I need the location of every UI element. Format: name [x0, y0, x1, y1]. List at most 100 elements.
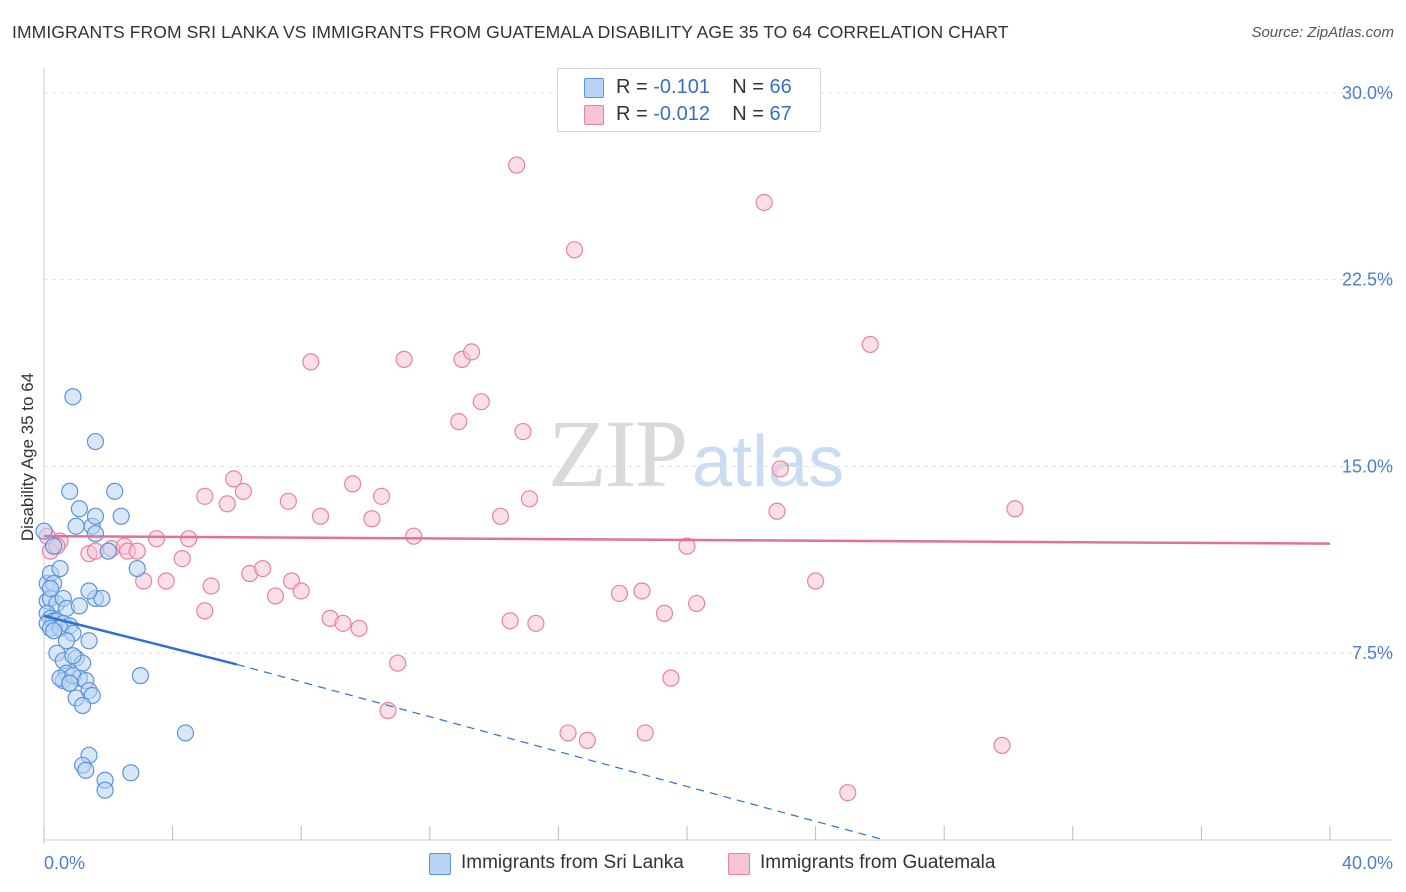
legend-n-value: 67 — [769, 103, 792, 125]
data-point — [688, 594, 706, 613]
data-point — [128, 542, 146, 560]
data-point — [234, 482, 252, 500]
data-point — [655, 604, 674, 622]
data-point — [508, 156, 526, 174]
data-point — [112, 507, 130, 525]
data-point — [45, 622, 63, 640]
y-tick-labels: 7.5% 15.0% 22.5% 30.0% — [1342, 83, 1393, 663]
data-point — [578, 731, 596, 749]
y-tick-label: 15.0% — [1342, 456, 1393, 476]
axes — [43, 68, 1392, 844]
bottom-legend-swatch-pink — [728, 853, 750, 875]
data-point — [372, 487, 391, 505]
trend-line-sri-lanka — [43, 614, 238, 666]
data-point — [565, 241, 584, 259]
data-point — [99, 542, 117, 560]
data-point — [64, 647, 82, 665]
data-point — [302, 353, 320, 371]
data-point — [225, 470, 243, 488]
legend-n-label: N = — [732, 103, 764, 125]
data-point — [279, 492, 297, 510]
bottom-legend-swatch-blue — [429, 853, 451, 875]
data-point — [176, 724, 195, 742]
series-guatemala-points — [38, 156, 1024, 802]
y-tick-label: 22.5% — [1342, 270, 1393, 290]
y-tick-label: 7.5% — [1352, 643, 1393, 663]
correlation-legend: R = -0.101 N = 66 R = -0.012 N = 67 — [557, 68, 821, 132]
data-point — [610, 584, 629, 603]
data-point — [51, 559, 69, 578]
chart-title: IMMIGRANTS FROM SRI LANKA VS IMMIGRANTS … — [12, 22, 1009, 42]
data-point — [395, 350, 413, 368]
data-point — [334, 614, 352, 632]
data-point — [96, 781, 114, 799]
legend-swatch-blue — [584, 78, 604, 98]
data-point — [520, 490, 539, 508]
data-point — [662, 669, 680, 687]
data-point — [202, 577, 220, 595]
data-point — [389, 654, 407, 672]
data-point — [806, 572, 825, 590]
legend-n-value: 66 — [769, 76, 792, 98]
data-point — [196, 602, 214, 620]
legend-r-label: R = — [616, 76, 648, 98]
data-point — [218, 495, 236, 513]
data-point — [527, 614, 545, 632]
data-point — [311, 507, 330, 525]
trend-line-guatemala — [43, 534, 1331, 545]
data-point — [771, 460, 789, 478]
data-point — [636, 724, 654, 742]
x-tick-label-max: 40.0% — [1342, 853, 1393, 873]
data-point — [70, 500, 88, 518]
data-point — [405, 527, 423, 545]
x-tick-label-min: 0.0% — [44, 853, 85, 873]
data-point — [993, 736, 1011, 754]
data-point — [180, 530, 198, 548]
data-point — [462, 343, 481, 361]
data-point — [86, 525, 105, 543]
legend-r-value: -0.012 — [653, 103, 710, 125]
data-point — [839, 784, 857, 802]
legend-r-value: -0.101 — [653, 76, 710, 98]
data-point — [86, 432, 105, 451]
data-point — [131, 667, 150, 685]
data-point — [41, 579, 60, 598]
data-point — [861, 335, 879, 354]
data-point — [196, 487, 214, 505]
legend-r-label: R = — [616, 103, 648, 125]
data-point — [80, 632, 98, 650]
data-point — [514, 422, 532, 441]
data-point — [73, 696, 92, 715]
data-point — [86, 507, 105, 525]
bottom-legend-label: Immigrants from Guatemala — [760, 852, 996, 873]
data-point — [57, 632, 76, 650]
data-point — [472, 393, 490, 411]
data-point — [363, 510, 381, 528]
trend-lines — [43, 534, 1331, 840]
data-point — [70, 597, 88, 615]
x-ticks — [43, 826, 1331, 840]
data-point — [157, 572, 175, 590]
data-point — [77, 761, 95, 779]
data-point — [147, 530, 166, 548]
data-point — [254, 559, 272, 578]
data-point — [122, 764, 140, 782]
data-point — [450, 413, 468, 431]
data-point — [755, 193, 773, 212]
watermark-zip: ZIP — [548, 400, 688, 507]
trend-line-sri-lanka-extrapolated — [236, 663, 881, 840]
data-point — [93, 589, 111, 608]
data-point — [350, 619, 368, 637]
data-point — [292, 582, 310, 600]
data-point — [67, 517, 85, 535]
legend-swatch-pink — [584, 105, 604, 125]
series-sri-lanka-points — [35, 388, 195, 799]
legend-n-label: N = — [732, 76, 764, 98]
data-point — [106, 482, 124, 500]
data-point — [45, 537, 63, 555]
data-point — [128, 559, 146, 578]
data-point — [61, 674, 79, 692]
data-point — [491, 507, 510, 525]
data-point — [768, 502, 786, 520]
